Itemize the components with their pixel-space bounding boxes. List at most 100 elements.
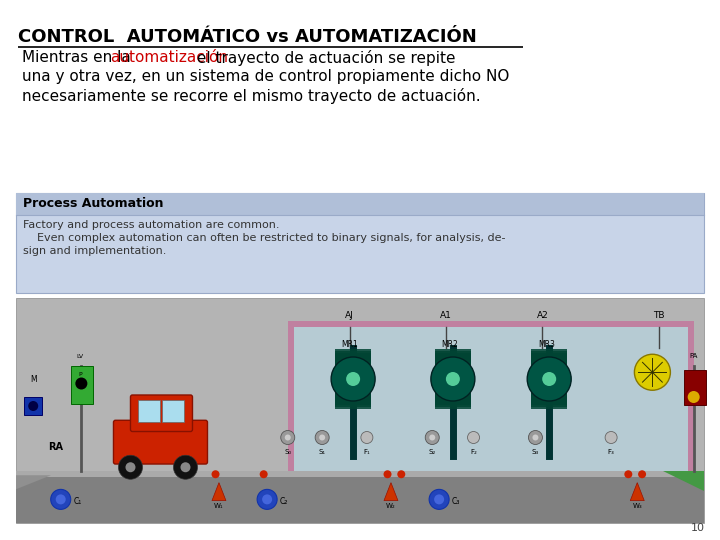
Text: Mientras en la: Mientras en la (22, 50, 135, 65)
Circle shape (533, 435, 539, 441)
Text: CONTROL  AUTOMÁTICO vs AUTOMATIZACIÓN: CONTROL AUTOMÁTICO vs AUTOMATIZACIÓN (18, 28, 477, 46)
Circle shape (688, 391, 700, 403)
Text: A1: A1 (440, 312, 452, 321)
Text: S₀: S₀ (284, 449, 292, 456)
Text: W₃: W₃ (632, 503, 642, 509)
Circle shape (431, 357, 475, 401)
Bar (138, 400, 161, 422)
Text: M: M (30, 375, 37, 383)
Circle shape (605, 431, 617, 443)
Bar (335, 351, 371, 407)
Circle shape (446, 372, 460, 386)
Bar (288, 321, 294, 471)
Circle shape (361, 431, 373, 443)
Text: S₃: S₃ (532, 449, 539, 456)
Bar (435, 349, 471, 405)
Text: AJ: AJ (346, 312, 354, 321)
Text: PA: PA (690, 353, 698, 359)
Text: C₂: C₂ (280, 497, 289, 506)
Circle shape (119, 455, 143, 480)
Circle shape (426, 430, 439, 444)
Circle shape (28, 401, 38, 411)
Bar (531, 349, 567, 405)
Bar (294, 327, 688, 471)
Text: el trayecto de actuación se repite: el trayecto de actuación se repite (192, 50, 455, 66)
Polygon shape (16, 475, 51, 489)
Text: MR1: MR1 (342, 340, 359, 349)
Text: MR2: MR2 (441, 340, 458, 349)
Text: Process Automation: Process Automation (23, 197, 163, 210)
Circle shape (76, 377, 87, 389)
Circle shape (429, 489, 449, 509)
Circle shape (624, 470, 632, 478)
Circle shape (397, 470, 405, 478)
Circle shape (467, 431, 480, 443)
Circle shape (181, 462, 191, 472)
FancyBboxPatch shape (114, 420, 207, 464)
Bar (163, 400, 184, 422)
Circle shape (528, 430, 542, 444)
Bar (288, 321, 693, 327)
Bar (435, 353, 471, 409)
Bar (335, 349, 371, 405)
Bar (16, 193, 704, 215)
Text: una y otra vez, en un sistema de control propiamente dicho NO: una y otra vez, en un sistema de control… (22, 69, 509, 84)
Bar (16, 471, 704, 477)
Text: Even complex automation can often be restricted to binary signals, for analysis,: Even complex automation can often be res… (23, 233, 505, 243)
Bar (684, 370, 706, 405)
Text: F₂: F₂ (470, 449, 477, 456)
Bar (16, 298, 704, 523)
Circle shape (285, 435, 291, 441)
Polygon shape (630, 483, 644, 501)
Text: C₁: C₁ (73, 497, 82, 506)
Text: W₂: W₂ (386, 503, 396, 509)
Circle shape (50, 489, 71, 509)
Text: Factory and process automation are common.: Factory and process automation are commo… (23, 220, 279, 230)
Bar (688, 321, 693, 471)
Polygon shape (212, 483, 226, 501)
Circle shape (434, 495, 444, 504)
Text: F₃: F₃ (608, 449, 614, 456)
Circle shape (542, 372, 557, 386)
Text: 10: 10 (691, 523, 705, 533)
Circle shape (331, 357, 375, 401)
Text: MR3: MR3 (538, 340, 554, 349)
Circle shape (319, 435, 325, 441)
Circle shape (125, 462, 135, 472)
Bar (16, 471, 704, 523)
Circle shape (260, 470, 268, 478)
Circle shape (315, 430, 329, 444)
Circle shape (212, 470, 220, 478)
Bar (71, 366, 94, 403)
Text: W₁: W₁ (214, 503, 224, 509)
Text: P: P (78, 372, 82, 377)
Circle shape (429, 435, 435, 441)
Text: TB: TB (654, 312, 665, 321)
Circle shape (174, 455, 197, 480)
Polygon shape (384, 483, 398, 501)
Polygon shape (662, 471, 704, 491)
Text: A2: A2 (536, 312, 548, 321)
Circle shape (527, 357, 571, 401)
Bar (16, 193, 704, 293)
Circle shape (281, 430, 294, 444)
Bar (531, 353, 567, 409)
Text: F₁: F₁ (364, 449, 370, 456)
Circle shape (634, 354, 670, 390)
Bar (531, 351, 567, 407)
Bar (24, 397, 42, 415)
Text: S₁: S₁ (318, 449, 325, 456)
Circle shape (55, 495, 66, 504)
Circle shape (257, 489, 277, 509)
Text: C₃: C₃ (452, 497, 461, 506)
Circle shape (384, 470, 392, 478)
Text: sign and implementation.: sign and implementation. (23, 246, 166, 256)
Text: LV: LV (77, 354, 84, 359)
Bar (435, 351, 471, 407)
Bar (335, 353, 371, 409)
Text: necesariamente se recorre el mismo trayecto de actuación.: necesariamente se recorre el mismo traye… (22, 88, 481, 104)
Circle shape (346, 372, 360, 386)
Text: S₂: S₂ (428, 449, 436, 456)
Text: automatización: automatización (109, 50, 228, 65)
Circle shape (262, 495, 272, 504)
